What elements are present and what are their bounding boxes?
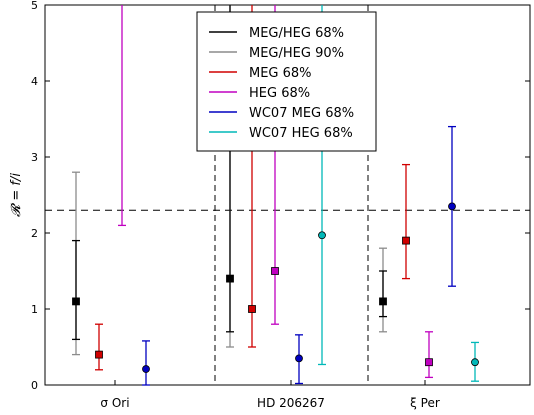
legend-entry-label: WC07 MEG 68%	[249, 106, 354, 121]
y-tick-label: 3	[31, 151, 38, 164]
data-point	[425, 358, 433, 367]
series-wc07-meg-68-	[142, 125, 456, 386]
plot-frame	[44, 4, 531, 386]
data-point	[142, 365, 150, 373]
legend-entry-label: MEG/HEG 90%	[249, 46, 344, 61]
data-point	[72, 297, 80, 306]
data-point	[95, 350, 103, 359]
x-category-label: ξ Per	[410, 396, 440, 410]
data-point	[318, 231, 326, 240]
legend-entry-label: WC07 HEG 68%	[249, 126, 353, 141]
legend-entry-label: MEG 68%	[249, 66, 312, 81]
y-axis-label: 𝓡 = f/i	[9, 173, 24, 217]
data-point	[471, 358, 479, 367]
data-point	[248, 305, 256, 313]
legend-entry-label: MEG/HEG 68%	[249, 26, 344, 41]
legend-entry-label: HEG 68%	[249, 86, 310, 101]
legend: MEG/HEG 68% MEG/HEG 90% MEG 68% HEG 68% WC07…	[196, 11, 377, 152]
x-category-label: σ Ori	[100, 396, 129, 410]
y-tick-label: 5	[31, 0, 38, 12]
x-axis: σ Ori HD 206267 ξ Per	[100, 380, 440, 410]
y-tick-label: 0	[31, 379, 38, 392]
data-point	[295, 354, 303, 363]
y-tick-label: 2	[31, 227, 38, 240]
data-point	[226, 274, 234, 283]
data-point	[402, 236, 410, 245]
data-point	[379, 297, 387, 306]
y-axis: 0 1 2 3 4 5	[31, 0, 530, 392]
y-tick-label: 1	[31, 303, 38, 316]
data-point	[271, 267, 279, 275]
y-tick-label: 4	[31, 75, 38, 88]
x-category-label: HD 206267	[257, 396, 325, 410]
data-point	[448, 202, 456, 211]
legend-box	[196, 11, 377, 152]
